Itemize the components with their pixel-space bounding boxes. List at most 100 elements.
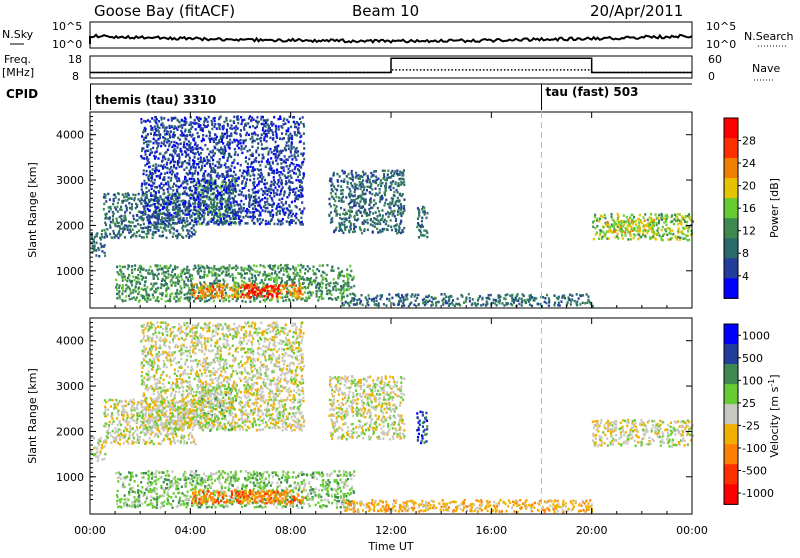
echo-cell (200, 192, 202, 195)
echo-cell (294, 131, 296, 134)
echo-cell (176, 189, 178, 192)
echo-cell (185, 201, 187, 204)
echo-cell (250, 154, 252, 157)
echo-cell (417, 218, 419, 221)
echo-cell (275, 125, 277, 128)
echo-cell (277, 287, 279, 290)
echo-cell (166, 133, 168, 136)
echo-cell (617, 233, 619, 236)
echo-cell (617, 237, 619, 240)
echo-cell (326, 274, 328, 277)
echo-cell (486, 300, 488, 303)
echo-cell (145, 141, 147, 144)
echo-cell (348, 288, 350, 291)
echo-cell (269, 264, 271, 267)
echo-cell (403, 184, 405, 187)
echo-cell (271, 121, 273, 124)
echo-cell (142, 147, 144, 150)
echo-cell (388, 176, 390, 179)
echo-cell (633, 237, 635, 240)
echo-cell (265, 220, 267, 223)
echo-cell (222, 294, 224, 297)
echo-cell (444, 293, 446, 296)
echo-cell (303, 172, 305, 175)
echo-cell (293, 220, 295, 223)
echo-cell (114, 206, 116, 209)
echo-cell (103, 412, 105, 415)
echo-cell (195, 220, 197, 223)
echo-cell (460, 294, 462, 297)
echo-cell (123, 200, 125, 203)
echo-cell (173, 141, 175, 144)
echo-cell (242, 216, 244, 219)
echo-cell (170, 264, 172, 267)
echo-cell (142, 191, 144, 194)
echo-cell (567, 301, 569, 304)
echo-cell (157, 207, 159, 210)
echo-cell (604, 217, 606, 220)
echo-cell (170, 141, 172, 144)
echo-cell (271, 181, 273, 184)
date-title: 20/Apr/2011 (590, 2, 683, 20)
echo-cell (148, 144, 150, 147)
echo-cell (415, 300, 417, 303)
echo-cell (169, 135, 171, 138)
echo-cell (105, 401, 107, 404)
echo-cell (576, 293, 578, 296)
echo-cell (295, 213, 297, 216)
echo-cell (166, 217, 168, 220)
echo-cell (272, 134, 274, 137)
echo-cell (291, 162, 293, 165)
echo-cell (194, 233, 196, 236)
echo-cell (176, 295, 178, 298)
echo-cell (208, 137, 210, 140)
echo-cell (279, 210, 281, 213)
echo-cell (154, 125, 156, 128)
echo-cell (375, 187, 377, 190)
echo-cell (339, 217, 341, 220)
echo-cell (147, 119, 149, 122)
echo-cell (635, 223, 637, 226)
echo-cell (653, 219, 655, 222)
echo-cell (356, 184, 358, 187)
echo-cell (391, 229, 393, 232)
echo-cell (191, 178, 193, 181)
echo-cell (607, 224, 609, 227)
echo-cell (216, 268, 218, 271)
echo-cell (472, 298, 474, 301)
echo-cell (237, 140, 239, 143)
echo-cell (105, 224, 107, 227)
echo-cell (344, 282, 346, 285)
echo-cell (169, 293, 171, 296)
echo-cell (611, 224, 613, 227)
echo-cell (291, 154, 293, 157)
echo-cell (130, 292, 132, 295)
echo-cell (147, 150, 149, 153)
echo-cell (647, 223, 649, 226)
echo-cell (457, 298, 459, 301)
echo-cell (303, 132, 305, 135)
echo-cell (249, 211, 251, 214)
freq-unit: [MHz] (2, 66, 34, 79)
echo-cell (463, 301, 465, 304)
echo-cell (321, 281, 323, 284)
power-colorbar-segment (724, 238, 738, 259)
echo-cell (193, 185, 195, 188)
echo-cell (174, 161, 176, 164)
echo-cell (302, 195, 304, 198)
echo-cell (154, 186, 156, 189)
echo-cell (101, 233, 103, 236)
echo-cell (200, 118, 202, 121)
echo-cell (174, 125, 176, 128)
echo-cell (146, 292, 148, 295)
echo-cell (159, 177, 161, 180)
power-colorbar-segment (724, 178, 738, 199)
echo-cell (229, 275, 231, 278)
echo-cell (120, 271, 122, 274)
echo-cell (183, 169, 185, 172)
echo-cell (251, 146, 253, 149)
echo-cell (202, 189, 204, 192)
echo-cell (255, 149, 257, 152)
echo-cell (285, 211, 287, 214)
echo-cell (293, 163, 295, 166)
